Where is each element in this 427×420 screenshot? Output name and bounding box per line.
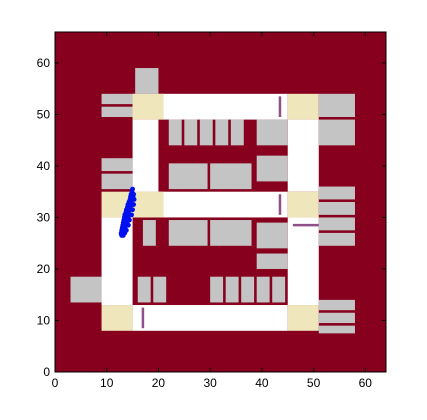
building: [101, 173, 133, 190]
intersection: [132, 191, 164, 218]
x-tick-label: 60: [359, 376, 373, 390]
data-point: [129, 196, 135, 202]
intersections-layer: [101, 93, 319, 331]
y-axis: 0 10 20 30 40 50 60: [37, 56, 386, 379]
building: [230, 119, 244, 146]
data-point: [120, 227, 126, 233]
road: [287, 119, 319, 192]
x-tick-label: 0: [52, 376, 59, 390]
building: [70, 276, 102, 303]
building: [168, 163, 208, 190]
data-point: [125, 219, 130, 224]
building: [256, 155, 288, 182]
roads-layer: [101, 93, 319, 331]
building: [318, 119, 355, 146]
x-tick-label: 30: [203, 376, 217, 390]
intersection: [101, 305, 133, 331]
building: [318, 186, 355, 200]
building: [168, 220, 208, 246]
building: [256, 119, 288, 146]
x-axis: 0 10 20 30 40 50 60: [52, 32, 373, 390]
building: [318, 232, 355, 246]
building: [101, 106, 133, 117]
building: [256, 253, 288, 269]
building: [318, 312, 355, 324]
building: [101, 93, 133, 105]
building: [153, 276, 167, 303]
building: [256, 222, 288, 249]
y-tick-label: 60: [37, 56, 51, 70]
road: [132, 305, 288, 331]
data-point: [126, 213, 132, 219]
building: [241, 276, 255, 303]
building: [272, 276, 286, 303]
x-tick-label: 20: [152, 376, 166, 390]
x-tick-label: 40: [255, 376, 269, 390]
data-point: [128, 203, 133, 209]
building: [215, 119, 229, 146]
y-tick-label: 40: [37, 159, 51, 173]
intersection: [132, 93, 164, 120]
x-tick-label: 10: [100, 376, 114, 390]
intersection: [287, 93, 319, 120]
intersection: [287, 305, 319, 331]
building: [318, 93, 355, 117]
building: [318, 202, 355, 215]
y-tick-label: 0: [43, 365, 50, 379]
building: [318, 325, 355, 334]
building: [142, 220, 156, 246]
barriers-layer: [141, 96, 319, 329]
y-tick-label: 50: [37, 107, 51, 121]
points-layer: [118, 186, 137, 238]
building: [137, 276, 151, 303]
building: [318, 299, 355, 311]
road: [287, 217, 319, 306]
axes-frame: [54, 31, 387, 373]
building: [199, 119, 213, 146]
y-tick-label: 10: [37, 313, 51, 327]
buildings-layer: [70, 68, 355, 334]
building: [225, 276, 239, 303]
building: [168, 119, 182, 146]
building: [210, 276, 224, 303]
y-tick-label: 20: [37, 262, 51, 276]
data-point: [118, 231, 124, 237]
building: [256, 276, 270, 303]
data-point: [123, 222, 129, 228]
road: [132, 119, 159, 192]
y-tick-label: 30: [37, 210, 51, 224]
data-point: [127, 207, 133, 213]
x-tick-label: 50: [307, 376, 321, 390]
building: [101, 158, 133, 172]
building: [184, 119, 198, 146]
building: [135, 68, 159, 94]
building: [210, 220, 252, 246]
intersection: [287, 191, 319, 218]
building: [210, 163, 252, 190]
building: [318, 217, 355, 231]
